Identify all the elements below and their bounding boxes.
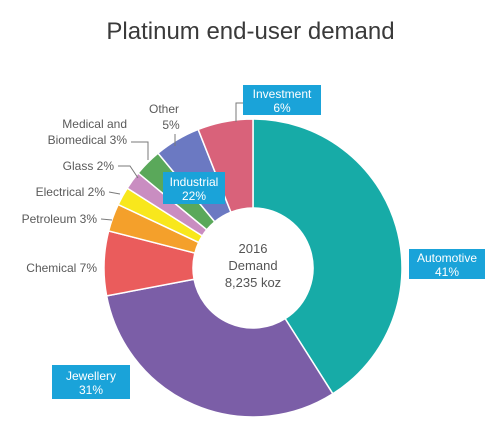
label-electrical: Electrical 2% — [36, 185, 106, 199]
label-jewellery-value: 31% — [79, 383, 103, 397]
leader-petroleum — [100, 218, 113, 221]
center-year: 2016 — [239, 241, 268, 256]
label-other-value: 5% — [162, 118, 180, 132]
label-petroleum: Petroleum 3% — [22, 212, 98, 226]
label-box-automotive — [409, 249, 485, 279]
label-other-name: Other — [149, 102, 179, 116]
slice-jewellery — [105, 278, 334, 418]
label-jewellery-name: Jewellery — [66, 369, 116, 383]
leaders-group — [100, 102, 243, 221]
leader-electrical — [108, 191, 121, 195]
label-investment-name: Investment — [253, 87, 312, 101]
slice-automotive — [252, 118, 403, 395]
label-investment-value: 6% — [273, 101, 291, 115]
slices-group — [103, 118, 403, 418]
label-medical-name: Medical and — [62, 117, 127, 131]
label-medical-value: Biomedical 3% — [48, 133, 128, 147]
label-box-industrial — [163, 172, 225, 204]
label-glass: Glass 2% — [63, 159, 115, 173]
label-box-investment — [243, 85, 321, 115]
leader-glass — [118, 165, 139, 179]
center-demand-label: Demand — [228, 258, 277, 273]
label-industrial-value: 22% — [182, 189, 206, 203]
chart-title: Platinum end-user demand — [106, 18, 395, 45]
leader-investment — [235, 102, 243, 122]
label-box-jewellery — [52, 365, 130, 399]
center-demand-value: 8,235 koz — [225, 275, 281, 290]
label-automotive-name: Automotive — [417, 251, 477, 265]
label-automotive-value: 41% — [435, 265, 459, 279]
label-industrial-name: Industrial — [170, 175, 219, 189]
slice-investment — [197, 118, 254, 214]
label-chemical: Chemical 7% — [26, 261, 97, 275]
leader-medical — [131, 141, 149, 160]
